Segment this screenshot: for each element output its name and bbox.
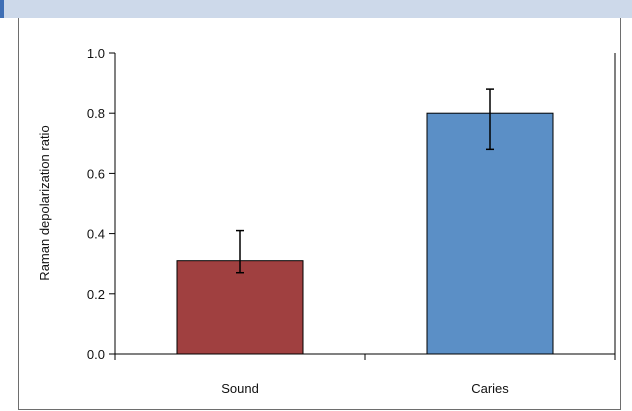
header-accent <box>0 0 4 18</box>
x-ticks <box>114 354 616 360</box>
y-ticks: 0.0 0.2 0.4 0.6 0.8 1.0 <box>87 46 115 362</box>
y-tick-label: 0.0 <box>87 347 105 362</box>
y-axis-title: Raman depolarization ratio <box>37 125 52 280</box>
x-tick-labels: Sound Caries <box>221 381 509 396</box>
error-bars <box>236 88 494 274</box>
y-tick-label: 0.8 <box>87 106 105 121</box>
header-band <box>0 0 632 18</box>
bar-sound <box>176 260 304 355</box>
x-tick-label-caries: Caries <box>471 381 509 396</box>
y-tick-label: 0.2 <box>87 287 105 302</box>
y-tick-label: 1.0 <box>87 46 105 61</box>
x-tick-label-sound: Sound <box>221 381 259 396</box>
y-tick-label: 0.4 <box>87 227 105 242</box>
bars <box>176 112 554 355</box>
y-tick-label: 0.6 <box>87 166 105 181</box>
